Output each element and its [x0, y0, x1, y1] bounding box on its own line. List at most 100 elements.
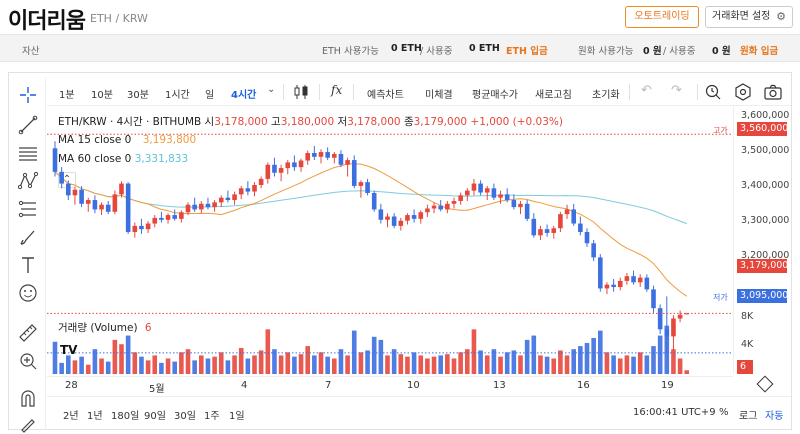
krw-deposit-link[interactable]: 원화 입금 [740, 46, 779, 57]
fib-levels-icon[interactable] [17, 198, 39, 220]
drawing-toolbar [8, 78, 46, 433]
range-30d[interactable]: 30일 [174, 411, 196, 422]
auto-trading-button[interactable]: 오토트레이딩 [625, 6, 699, 28]
percent-toggle[interactable]: % [719, 407, 729, 418]
volume-bar [551, 358, 557, 374]
candle-body [385, 216, 390, 220]
log-toggle[interactable]: 로그 [739, 411, 758, 422]
price-axis[interactable]: 3,600,000 3,500,000 3,400,000 3,300,000 … [733, 106, 791, 374]
volume-bar [438, 355, 443, 374]
magnet-icon[interactable] [17, 388, 39, 410]
volume-bar [66, 355, 71, 374]
ma15-legend: MA 15 close 0 3,193,800 [58, 134, 196, 146]
volume-bar [478, 350, 483, 374]
screen-settings-button[interactable]: 거래화면 설정 ⚙ [705, 6, 793, 28]
auto-toggle[interactable]: 자동 [765, 411, 784, 422]
range-1d[interactable]: 1일 [229, 411, 245, 422]
text-icon[interactable] [17, 254, 39, 276]
candle-body [398, 220, 404, 226]
trend-line-icon[interactable] [17, 114, 39, 136]
volume-bar [225, 360, 231, 374]
eth-deposit-link[interactable]: ETH 입금 [506, 46, 548, 57]
reset-button[interactable]: 초기화 [592, 90, 620, 101]
chevron-down-icon[interactable]: ⌄ [267, 84, 276, 95]
clock-time[interactable]: 16:00:41 UTC+9 [633, 407, 716, 418]
candle-body [159, 217, 164, 220]
volume-bar [398, 354, 404, 374]
range-180d[interactable]: 180일 [111, 411, 140, 422]
candle-body [624, 276, 630, 281]
range-1w[interactable]: 1주 [204, 411, 220, 422]
candle-body [465, 190, 470, 196]
ruler-icon[interactable] [17, 322, 39, 344]
open-value: 3,178,000 [214, 116, 268, 128]
range-2y[interactable]: 2년 [63, 411, 79, 422]
volume-legend: 거래량 (Volume) 6 [58, 320, 152, 335]
candle-body [657, 308, 663, 330]
quick-search-icon[interactable] [703, 82, 723, 105]
price-tick: 3,600,000 [741, 110, 790, 121]
volume-bar [179, 352, 184, 374]
avg-price-button[interactable]: 평균매수가 [472, 90, 518, 101]
volume-bar [52, 341, 58, 374]
candle-body [285, 162, 291, 169]
gear-icon: ⚙ [776, 10, 786, 23]
price-tick: 3,500,000 [741, 145, 790, 156]
settings-hex-icon[interactable] [733, 82, 753, 105]
redo-icon[interactable]: ↷ [671, 83, 682, 98]
refresh-button[interactable]: 새로고침 [535, 90, 572, 101]
indicator-fx-icon[interactable]: fx [331, 83, 343, 97]
crosshair-icon[interactable] [17, 84, 39, 106]
predict-chart-button[interactable]: 예측차트 [367, 90, 404, 101]
volume-bar [371, 336, 377, 374]
emoji-icon[interactable] [17, 282, 39, 304]
camera-icon[interactable] [763, 82, 783, 105]
price-tick: 3,400,000 [741, 180, 790, 191]
volume-bar [471, 329, 477, 374]
price-chart[interactable] [47, 106, 733, 374]
candle-body [365, 182, 370, 193]
candle-body [132, 225, 138, 233]
zoom-in-icon[interactable] [17, 350, 39, 372]
volume-bar [152, 355, 158, 374]
candle-type-icon[interactable] [291, 82, 311, 105]
candle-body [105, 204, 111, 212]
candle-body [338, 153, 344, 165]
interval-1d[interactable]: 일 [205, 90, 215, 101]
candle-body [145, 223, 151, 230]
eth-available-label: ETH 사용가능 [322, 46, 379, 57]
candle-body [518, 203, 523, 208]
interval-10m[interactable]: 10분 [91, 90, 113, 101]
range-90d[interactable]: 90일 [144, 411, 166, 422]
candlesticks [52, 141, 690, 353]
undo-icon[interactable]: ↶ [641, 83, 652, 98]
volume-bar [604, 352, 610, 374]
volume-bar [218, 352, 224, 374]
volume-bar [564, 355, 570, 374]
candle-body [199, 203, 204, 210]
brush-icon[interactable] [17, 226, 39, 248]
volume-bar [637, 352, 643, 374]
volume-bar [531, 335, 537, 374]
pencil-icon[interactable] [17, 414, 39, 434]
candle-body [292, 162, 297, 168]
volume-bar [571, 349, 576, 374]
interval-30m[interactable]: 30분 [127, 90, 149, 101]
assets-label: 자산 [22, 46, 40, 57]
volume-bar [92, 349, 98, 374]
candle-body [112, 194, 118, 212]
volume-bar [644, 355, 650, 374]
volume-bar [578, 346, 583, 374]
candle-body [212, 202, 217, 208]
time-axis[interactable]: 28 5월 4 7 10 13 16 19 [47, 376, 733, 395]
interval-4h[interactable]: 4시간 [231, 90, 257, 101]
interval-1h[interactable]: 1시간 [165, 90, 190, 101]
pattern-icon[interactable] [17, 170, 39, 192]
horizontal-lines-icon[interactable] [17, 142, 39, 164]
high-price-label: 고가 [713, 126, 728, 135]
interval-1m[interactable]: 1분 [59, 90, 75, 101]
range-1y[interactable]: 1년 [87, 411, 103, 422]
balance-bar: 자산 ETH 사용가능 0 ETH / 사용중 0 ETH ETH 입금 원화 … [0, 34, 800, 62]
volume-tick: 8K [741, 311, 754, 322]
unfilled-orders-button[interactable]: 미체결 [425, 90, 453, 101]
